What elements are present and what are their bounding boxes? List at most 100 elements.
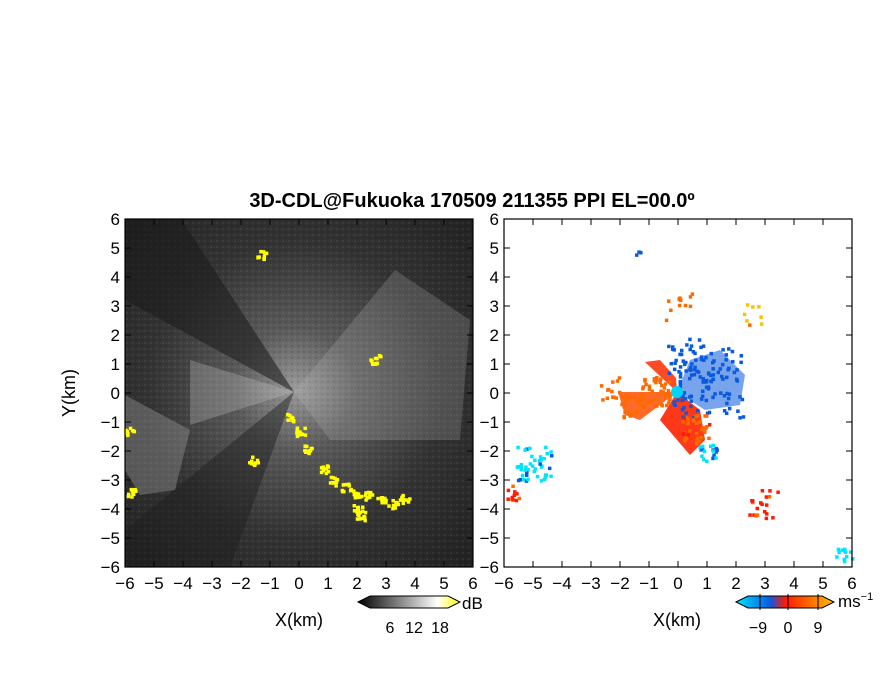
velocity-echo-pixel (842, 547, 847, 552)
x-tick-label: −1 (260, 574, 279, 593)
velocity-echo-pixel (759, 315, 763, 319)
velocity-echo-pixel (727, 366, 731, 371)
velocity-echo-pixel (724, 358, 728, 362)
velocity-echo-pixel (533, 458, 537, 463)
velocity-echo-pixel (695, 408, 700, 413)
y-tick-label: 5 (490, 239, 499, 258)
velocity-echo-pixel (684, 369, 688, 373)
y-tick-label: 2 (111, 326, 120, 345)
velocity-echo-pixel (730, 349, 735, 354)
yellow-echo-pixel (364, 498, 368, 502)
velocity-echo-pixel (707, 436, 711, 441)
velocity-echo-pixel (688, 365, 693, 370)
velocity-echo-pixel (764, 495, 769, 499)
velocity-echo-pixel (718, 391, 723, 395)
velocity-echo-pixel (664, 403, 669, 408)
yellow-echo-pixel (128, 426, 133, 431)
yellow-echo-pixel (404, 498, 408, 502)
x-tick-label: 0 (673, 574, 682, 593)
x-tick-label: −4 (173, 574, 192, 593)
velocity-echo-pixel (524, 465, 528, 469)
x-tick-label: −4 (552, 574, 571, 593)
velocity-echo-pixel (678, 365, 683, 369)
velocity-echo-pixel (694, 439, 699, 443)
velocity-echo-pixel (522, 478, 526, 482)
velocity-echo-pixel (742, 312, 747, 317)
velocity-echo-pixel (704, 398, 709, 403)
y-tick-label: −6 (101, 558, 120, 577)
velocity-echo-pixel (680, 398, 684, 403)
velocity-x-axis-label: X(km) (653, 610, 701, 630)
velocity-echo-pixel (709, 373, 713, 378)
velocity-echo-pixel (678, 375, 683, 379)
velocity-echo-pixel (519, 462, 524, 467)
velocity-echo-pixel (848, 550, 853, 554)
velocity-echo-pixel (851, 557, 855, 561)
reflectivity-west-beam (190, 360, 294, 425)
x-tick-label: −3 (202, 574, 221, 593)
velocity-echo-pixel (692, 367, 697, 372)
velocity-echo-pixel (677, 369, 681, 374)
yellow-echo-pixel (126, 492, 131, 497)
velocity-echo-pixel (667, 344, 671, 349)
velocity-echo-pixel (738, 395, 742, 399)
velocity-echo-pixel (686, 433, 690, 437)
yellow-echo-pixel (370, 493, 375, 497)
velocity-echo-pixel (700, 447, 704, 452)
velocity-echo-pixel (699, 357, 704, 362)
velocity-echo-pixel (745, 319, 749, 323)
yellow-echo-pixel (408, 497, 412, 501)
velocity-echo-pixel (663, 382, 668, 386)
yellow-echo-pixel (288, 413, 292, 418)
velocity-echo-pixel (622, 404, 626, 409)
yellow-echo-pixel (370, 359, 374, 364)
yellow-echo-pixel (255, 458, 260, 463)
velocity-echo-pixel (630, 412, 635, 417)
y-tick-label: −2 (480, 442, 499, 461)
yellow-echo-pixel (367, 495, 372, 500)
velocity-echo-pixel (672, 367, 677, 372)
velocity-echo-pixel (684, 437, 689, 441)
velocity-echo-pixel (711, 443, 716, 448)
velocity-echo-pixel (650, 389, 654, 393)
yellow-echo-pixel (286, 418, 290, 422)
velocity-echo-pixel (719, 374, 724, 379)
velocity-echo-pixel (532, 469, 537, 474)
velocity-echo-pixel (689, 399, 693, 403)
velocity-echo-pixel (706, 371, 711, 375)
x-tick-label: 2 (731, 574, 740, 593)
x-tick-label: −3 (581, 574, 600, 593)
yellow-echo-pixel (309, 446, 314, 451)
velocity-echo-pixel (762, 509, 767, 514)
yellow-echo-pixel (257, 255, 261, 259)
velocity-echo-pixel (670, 347, 675, 351)
velocity-echo-pixel (688, 304, 693, 309)
velocity-echo-pixel (722, 409, 727, 413)
velocity-echo-pixel (617, 376, 622, 380)
velocity-echo-pixel (685, 343, 689, 347)
x-tick-label: 5 (818, 574, 827, 593)
velocity-echo-pixel (543, 475, 548, 479)
yellow-echo-pixel (130, 495, 134, 499)
velocity-echo-pixel (705, 459, 709, 464)
reflectivity-panel: −6 −5 −4 −3 −2 −1 0 1 2 3 4 5 6 6 5 4 3 2 1 0 −1 −2 −3 −4 −5 −6 X… (59, 210, 478, 630)
velocity-echo-pixel (620, 402, 624, 407)
yellow-echo-pixel (326, 465, 331, 469)
velocity-echo-pixel (622, 414, 626, 419)
yellow-echo-pixel (391, 498, 395, 503)
velocity-echo-pixel (678, 385, 683, 389)
velocity-echo-pixel (724, 353, 729, 357)
velocity-echo-pixel (741, 415, 746, 419)
yellow-echo-pixel (360, 516, 364, 521)
velocity-echo-pixel (727, 406, 732, 411)
yellow-echo-pixel (286, 412, 290, 417)
velocity-echo-pixel (694, 442, 699, 446)
velocity-echo-pixel (697, 420, 702, 424)
velocity-echo-pixel (706, 385, 711, 389)
velocity-echo-pixel (682, 416, 686, 421)
yellow-echo-pixel (295, 426, 300, 430)
yellow-echo-pixel (126, 494, 131, 499)
yellow-echo-pixel (391, 503, 396, 508)
velocity-echo-pixel (667, 379, 671, 384)
velocity-echo-pixel (605, 396, 610, 401)
